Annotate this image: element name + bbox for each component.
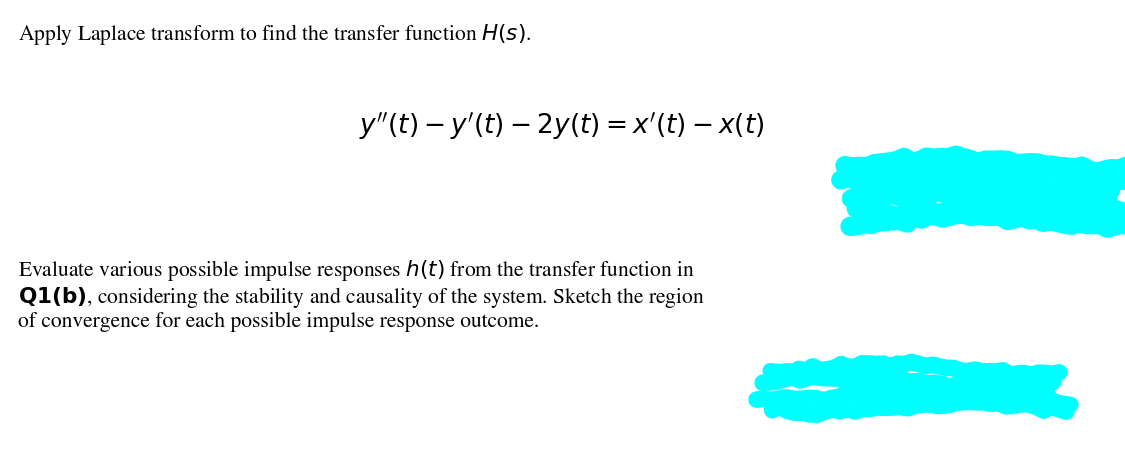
Text: Apply Laplace transform to find the transfer function $H(s)$.: Apply Laplace transform to find the tran… — [18, 22, 531, 47]
Text: of convergence for each possible impulse response outcome.: of convergence for each possible impulse… — [18, 312, 539, 332]
Text: $y^{\prime\prime}(t) - y'(t) - 2y(t) = x'(t) - x(t)$: $y^{\prime\prime}(t) - y'(t) - 2y(t) = x… — [359, 110, 765, 142]
Text: Evaluate various possible impulse responses $h(t)$ from the transfer function in: Evaluate various possible impulse respon… — [18, 258, 695, 283]
Text: $\mathbf{Q1(b)}$, considering the stability and causality of the system. Sketch : $\mathbf{Q1(b)}$, considering the stabil… — [18, 285, 705, 310]
